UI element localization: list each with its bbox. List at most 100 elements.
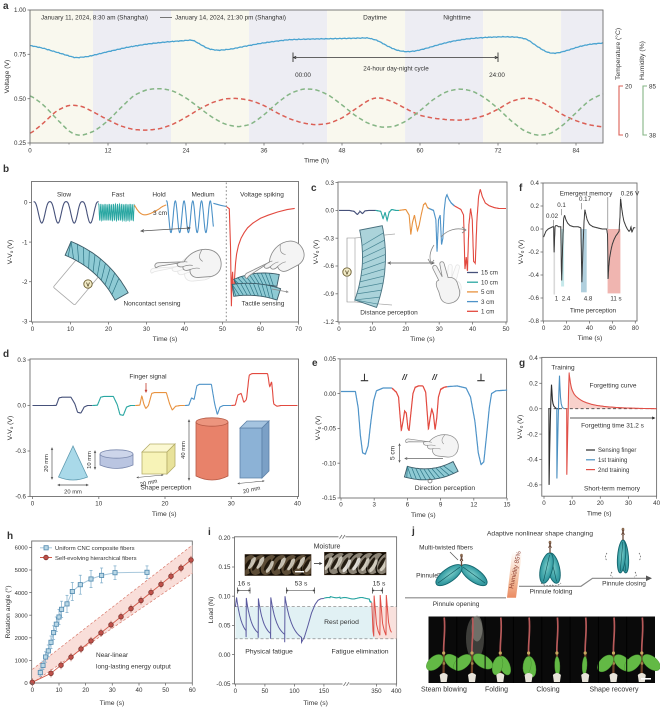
svg-text:50: 50 [219, 326, 226, 333]
svg-text:-0.05: -0.05 [216, 681, 231, 688]
svg-text:0.3: 0.3 [325, 180, 334, 187]
svg-text:Forgetting curve: Forgetting curve [590, 383, 637, 390]
svg-text:1 cm: 1 cm [481, 309, 494, 316]
svg-text:60: 60 [609, 325, 616, 332]
svg-text:Emergent memory: Emergent memory [560, 191, 613, 198]
svg-text:Load (N): Load (N) [208, 597, 215, 623]
svg-text:Time (s): Time (s) [578, 335, 603, 342]
svg-text:15 cm: 15 cm [481, 270, 498, 277]
svg-text:0.4: 0.4 [529, 355, 538, 362]
svg-text:3 cm: 3 cm [153, 210, 167, 217]
svg-text:Time (s): Time (s) [587, 511, 612, 518]
svg-text:48: 48 [339, 148, 346, 155]
svg-text:24:00: 24:00 [489, 72, 505, 79]
svg-text:0.1: 0.1 [557, 202, 566, 209]
svg-text:-0.9: -0.9 [323, 291, 334, 298]
svg-text:g: g [519, 358, 525, 369]
svg-text://: // [431, 372, 438, 382]
svg-text:3000: 3000 [15, 613, 29, 619]
svg-text:40: 40 [586, 325, 593, 332]
svg-text:9: 9 [439, 502, 443, 509]
svg-text:f: f [519, 183, 523, 194]
svg-text:72: 72 [495, 148, 502, 155]
svg-text:Fatigue elimination: Fatigue elimination [331, 649, 388, 656]
svg-text:V-V0 (V): V-V0 (V) [313, 240, 320, 264]
svg-text:20: 20 [597, 500, 604, 507]
svg-text:Time (s): Time (s) [152, 511, 177, 518]
svg-text:-0.6: -0.6 [323, 263, 334, 270]
svg-text:0: 0 [28, 148, 32, 155]
svg-text:j: j [411, 526, 415, 537]
svg-text:-0.4: -0.4 [528, 272, 539, 279]
svg-text:85: 85 [649, 84, 657, 91]
svg-text:1000: 1000 [15, 659, 29, 665]
svg-text:Pinnule folding: Pinnule folding [530, 589, 573, 596]
svg-text:Uniform CNC composite fibers: Uniform CNC composite fibers [55, 546, 135, 552]
svg-text:24: 24 [183, 148, 190, 155]
svg-text:Voltage spiking: Voltage spiking [240, 192, 284, 199]
svg-text:-0.3: -0.3 [15, 448, 26, 455]
svg-text:Distance perception: Distance perception [360, 310, 418, 317]
svg-text:Time (s): Time (s) [410, 336, 435, 343]
svg-text:70: 70 [295, 326, 302, 333]
svg-text:V: V [345, 270, 349, 276]
svg-text:0: 0 [31, 501, 35, 508]
svg-text:30: 30 [228, 501, 235, 508]
svg-text:V-V0 (V): V-V0 (V) [518, 240, 525, 264]
svg-text:Closing: Closing [536, 687, 559, 694]
svg-text:3: 3 [372, 502, 376, 509]
svg-text:0.20: 0.20 [218, 535, 231, 542]
svg-text:January 14, 2024, 21:30 pm (Sh: January 14, 2024, 21:30 pm (Shanghai) [175, 15, 286, 22]
svg-text:20: 20 [563, 325, 570, 332]
svg-text:0.0: 0.0 [529, 406, 538, 413]
svg-text:20 mm: 20 mm [44, 454, 50, 472]
svg-text:10 mm: 10 mm [87, 451, 93, 469]
svg-text:Moisture: Moisture [314, 544, 341, 551]
svg-text:20: 20 [105, 326, 112, 333]
svg-text:0.3: 0.3 [17, 357, 26, 364]
svg-text:⊥: ⊥ [477, 373, 486, 384]
svg-text:60: 60 [189, 687, 196, 694]
svg-text:Multi-twisted fibers: Multi-twisted fibers [419, 545, 474, 552]
svg-text:6: 6 [406, 502, 410, 509]
svg-text:Time perception: Time perception [570, 308, 617, 315]
svg-text:0: 0 [542, 500, 546, 507]
svg-text:0.0: 0.0 [17, 403, 26, 410]
svg-text:Near-linear: Near-linear [96, 652, 129, 659]
svg-text:V: V [86, 282, 90, 288]
svg-text:0.00: 0.00 [218, 652, 231, 659]
svg-text:30: 30 [436, 326, 443, 333]
svg-text:0: 0 [339, 502, 343, 509]
svg-text:20: 20 [82, 687, 89, 694]
svg-text:-0.15: -0.15 [322, 495, 337, 502]
svg-text:Finger signal: Finger signal [129, 374, 167, 381]
svg-text:Forgetting time 31.2 s: Forgetting time 31.2 s [581, 423, 645, 430]
svg-text:100: 100 [289, 688, 300, 695]
svg-text:Tactile sensing: Tactile sensing [242, 301, 285, 308]
svg-text:10: 10 [56, 687, 63, 694]
svg-text:Noncontact sensing: Noncontact sensing [123, 301, 180, 308]
svg-text:84: 84 [573, 148, 580, 155]
svg-text:40: 40 [294, 501, 301, 508]
svg-text:40: 40 [653, 500, 660, 507]
svg-text:i: i [208, 527, 211, 538]
svg-text:0.05: 0.05 [324, 356, 337, 363]
svg-text:Hold: Hold [152, 192, 166, 199]
svg-text:Time (s): Time (s) [100, 700, 125, 707]
svg-text:24-hour day-night cycle: 24-hour day-night cycle [363, 66, 429, 73]
svg-text:30: 30 [625, 500, 632, 507]
svg-text:15: 15 [504, 502, 511, 509]
svg-text:-0.2: -0.2 [528, 249, 539, 256]
svg-text:40: 40 [469, 326, 476, 333]
svg-text:4000: 4000 [15, 591, 29, 597]
svg-text:5 cm: 5 cm [481, 289, 494, 296]
svg-text:20 mm: 20 mm [242, 486, 261, 496]
svg-text:50: 50 [162, 687, 169, 694]
svg-text:-0.2: -0.2 [527, 431, 538, 438]
svg-text://: // [401, 372, 408, 382]
svg-text:30: 30 [109, 687, 116, 694]
svg-text:V-V0 (V): V-V0 (V) [315, 416, 322, 440]
svg-text:0.2: 0.2 [530, 203, 539, 210]
svg-text:V-V0 (V): V-V0 (V) [517, 415, 524, 439]
svg-text:350: 350 [371, 688, 382, 695]
